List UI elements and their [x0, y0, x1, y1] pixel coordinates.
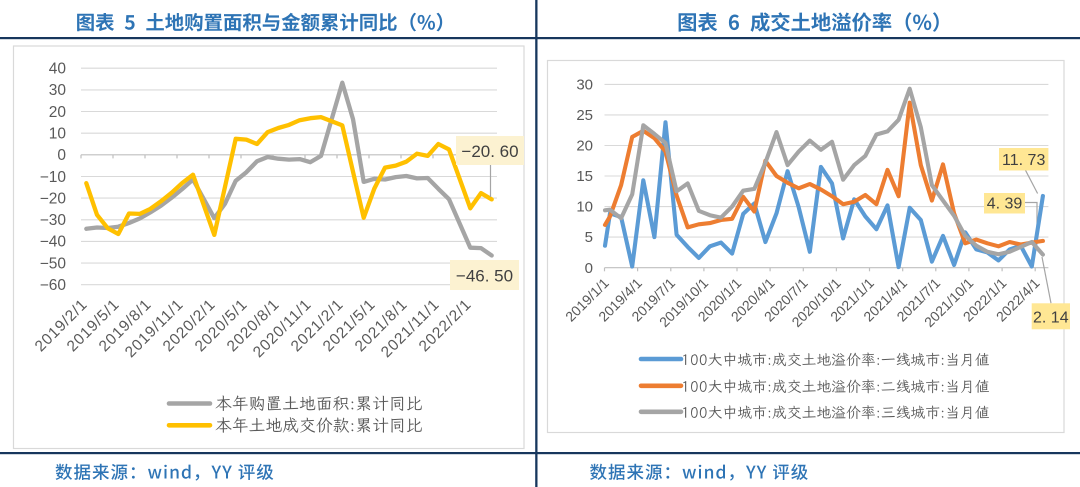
svg-text:0: 0 [585, 260, 593, 277]
svg-text:20: 20 [576, 138, 593, 155]
svg-text:0: 0 [57, 147, 66, 164]
svg-text:−20: −20 [40, 190, 67, 207]
svg-text:4. 39: 4. 39 [987, 196, 1023, 213]
svg-text:−50: −50 [40, 255, 67, 272]
svg-text:−46. 50: −46. 50 [456, 267, 513, 286]
svg-text:−10: −10 [40, 169, 67, 186]
svg-text:11. 73: 11. 73 [1002, 152, 1045, 169]
svg-text:30: 30 [576, 77, 593, 94]
svg-text:20: 20 [49, 104, 67, 121]
svg-text:2. 14: 2. 14 [1033, 310, 1069, 327]
svg-text:40: 40 [49, 61, 67, 78]
svg-text:−30: −30 [40, 212, 67, 229]
svg-text:15: 15 [576, 168, 593, 185]
svg-text:10: 10 [49, 126, 67, 143]
svg-text:10: 10 [576, 199, 593, 216]
svg-text:30: 30 [49, 82, 67, 99]
svg-text:25: 25 [576, 107, 593, 124]
svg-text:5: 5 [585, 229, 593, 246]
svg-text:−20. 60: −20. 60 [461, 142, 518, 161]
svg-text:−60: −60 [40, 277, 67, 294]
svg-text:−40: −40 [40, 234, 67, 251]
